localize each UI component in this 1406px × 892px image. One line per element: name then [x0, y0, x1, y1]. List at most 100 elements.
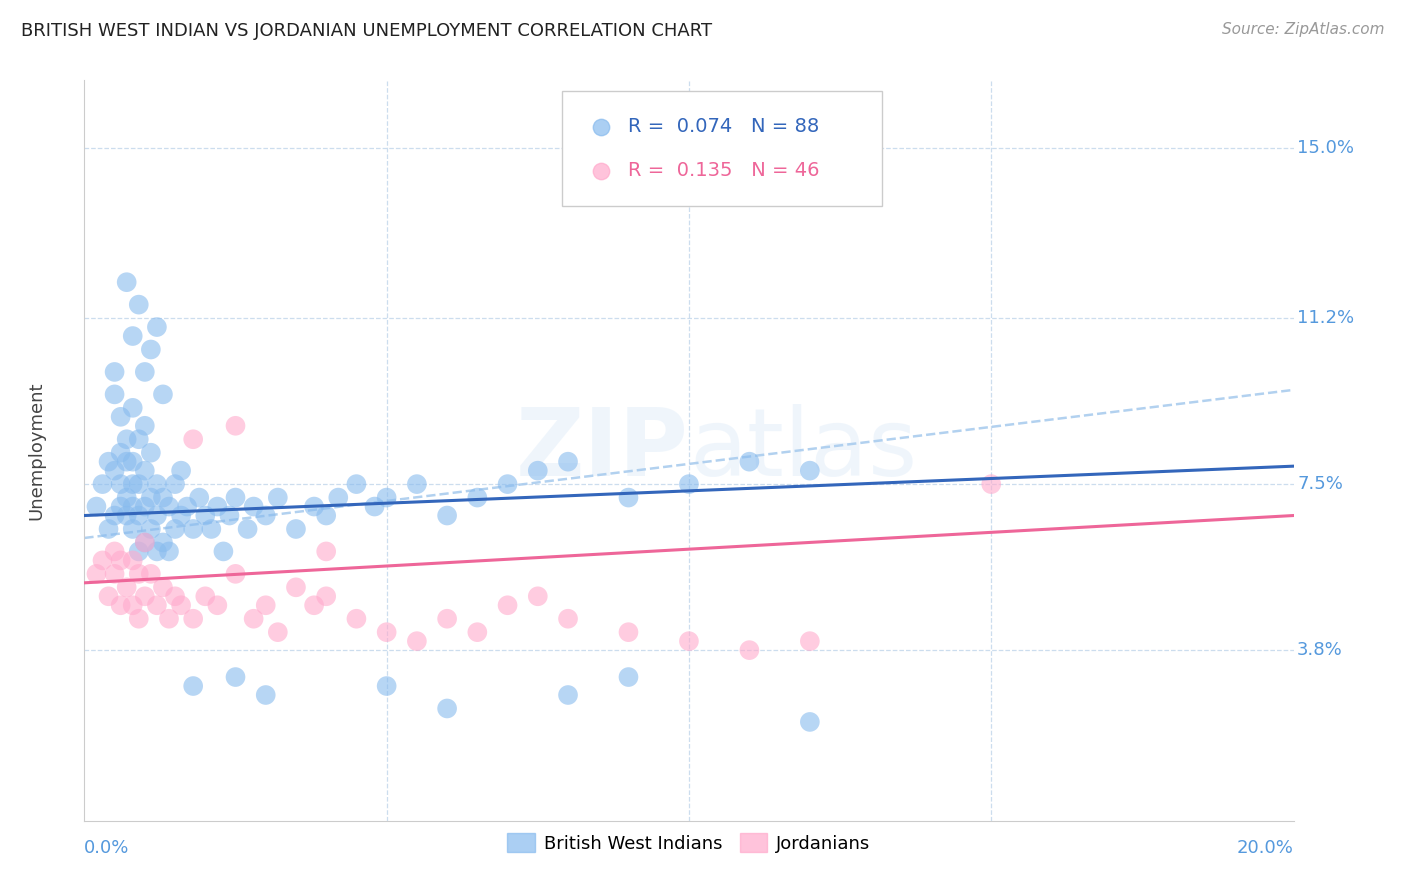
Text: 20.0%: 20.0% [1237, 839, 1294, 857]
Point [315, 544, 337, 558]
Point [110, 599, 132, 613]
Point [363, 500, 385, 514]
Point [139, 491, 162, 505]
Point [104, 508, 127, 523]
Point [181, 522, 204, 536]
Point [225, 491, 247, 505]
Point [121, 500, 143, 514]
Point [104, 387, 127, 401]
Point [146, 599, 169, 613]
Point [181, 432, 204, 446]
Point [115, 455, 138, 469]
Point [225, 418, 247, 433]
Point [242, 612, 264, 626]
Point [254, 599, 277, 613]
Point [375, 625, 398, 640]
Point [134, 589, 156, 603]
Text: BRITISH WEST INDIAN VS JORDANIAN UNEMPLOYMENT CORRELATION CHART: BRITISH WEST INDIAN VS JORDANIAN UNEMPLO… [21, 22, 713, 40]
Point [128, 298, 150, 312]
Point [436, 701, 458, 715]
Point [146, 477, 169, 491]
Text: 3.8%: 3.8% [1298, 641, 1343, 659]
Text: 11.2%: 11.2% [1298, 310, 1354, 327]
Point [115, 432, 138, 446]
Point [267, 491, 290, 505]
Point [121, 477, 143, 491]
Point [285, 580, 308, 594]
Point [152, 491, 174, 505]
Point [406, 634, 429, 648]
Point [146, 544, 169, 558]
Point [242, 500, 264, 514]
Point [218, 508, 240, 523]
Point [181, 612, 204, 626]
Point [115, 275, 138, 289]
Point [165, 522, 187, 536]
Point [128, 508, 150, 523]
Point [436, 508, 458, 523]
Point [328, 491, 350, 505]
Text: Source: ZipAtlas.com: Source: ZipAtlas.com [1222, 22, 1385, 37]
Point [104, 365, 127, 379]
Point [346, 612, 368, 626]
Text: 15.0%: 15.0% [1298, 138, 1354, 157]
Point [110, 500, 132, 514]
Legend: British West Indians, Jordanians: British West Indians, Jordanians [501, 826, 877, 860]
Point [738, 643, 761, 657]
Point [146, 320, 169, 334]
Point [97, 522, 120, 536]
Point [134, 535, 156, 549]
Point [678, 477, 700, 491]
Point [315, 589, 337, 603]
Point [121, 522, 143, 536]
Point [617, 491, 640, 505]
Point [225, 670, 247, 684]
Point [527, 464, 550, 478]
Point [799, 714, 821, 729]
Point [375, 679, 398, 693]
Point [86, 500, 108, 514]
Point [115, 580, 138, 594]
Point [467, 491, 489, 505]
Point [139, 343, 162, 357]
Text: R =  0.135   N = 46: R = 0.135 N = 46 [628, 161, 820, 180]
Text: ZIP: ZIP [516, 404, 689, 497]
Point [121, 401, 143, 415]
Point [980, 477, 1002, 491]
Point [617, 625, 640, 640]
Text: 0.0%: 0.0% [84, 839, 129, 857]
Point [176, 500, 198, 514]
Point [302, 500, 325, 514]
Point [557, 688, 579, 702]
Point [134, 464, 156, 478]
Point [121, 329, 143, 343]
Point [157, 544, 180, 558]
Text: atlas: atlas [689, 404, 917, 497]
Point [181, 679, 204, 693]
Text: 7.5%: 7.5% [1298, 475, 1343, 493]
Point [200, 522, 222, 536]
Point [139, 522, 162, 536]
Point [139, 566, 162, 581]
Point [207, 500, 229, 514]
Point [799, 464, 821, 478]
FancyBboxPatch shape [562, 91, 883, 206]
Point [91, 477, 114, 491]
Point [527, 589, 550, 603]
Point [110, 477, 132, 491]
Point [170, 464, 193, 478]
Point [799, 634, 821, 648]
Point [170, 508, 193, 523]
Point [128, 432, 150, 446]
Point [496, 599, 519, 613]
Point [207, 599, 229, 613]
Point [115, 491, 138, 505]
Point [315, 508, 337, 523]
Point [146, 508, 169, 523]
Point [212, 544, 235, 558]
Point [110, 553, 132, 567]
Point [170, 599, 193, 613]
Point [104, 464, 127, 478]
Point [467, 625, 489, 640]
Point [152, 387, 174, 401]
